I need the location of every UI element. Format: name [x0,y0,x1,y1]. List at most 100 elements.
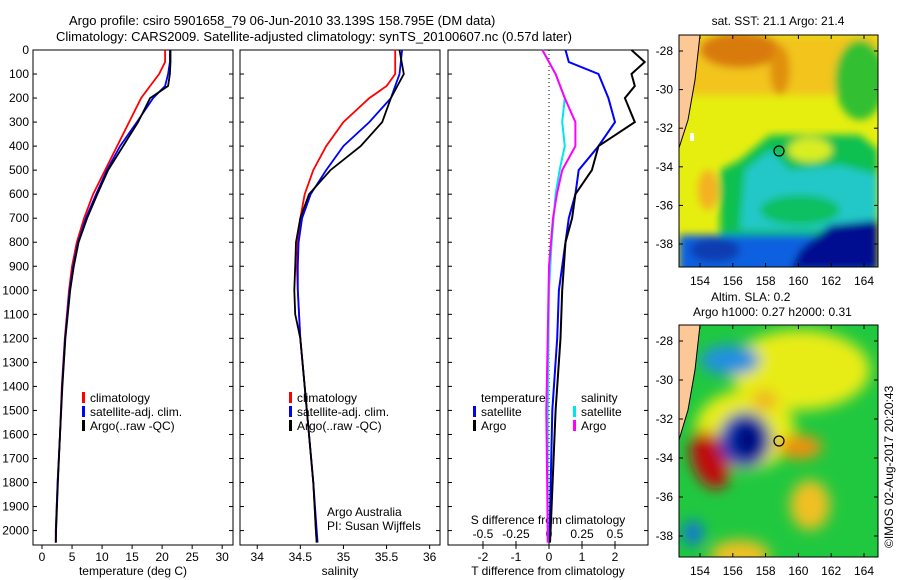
legend-label: Argo(..raw -QC) [297,419,382,433]
x2-tick-label: 0.5 [607,527,624,541]
sla-map-title-1: Altim. SLA: 0.2 [711,290,791,304]
x-axis-label: T difference from climatology [471,564,625,578]
y-tick-label: 1200 [2,331,29,345]
y-tick-label: 1900 [2,500,29,514]
x-tick-label: -2 [478,550,489,564]
lon-tick-label: 164 [854,274,874,288]
y-tick-label: 800 [9,235,29,249]
lat-tick-label: -30 [656,373,674,387]
x-tick-label: 0 [546,550,553,564]
legend-label: Argo [581,419,607,433]
lat-tick-label: -28 [656,44,674,58]
lon-tick-label: 164 [854,564,874,578]
x2-tick-label: 0.25 [570,527,594,541]
y-tick-label: 0 [22,43,29,57]
y-tick-label: 1300 [2,355,29,369]
legend-swatch [573,406,576,417]
legend-label: satellite [581,405,622,419]
y-tick-label: 900 [9,259,29,273]
series-line-t-argo [549,49,647,543]
imos-credit: ©IMOS 02-Aug-2017 20:20:43 [882,385,896,548]
sla-map [679,325,878,557]
lon-tick-label: 160 [788,274,808,288]
y-tick-label: 1100 [3,307,29,321]
y-tick-label: 1000 [2,283,29,297]
x2-tick-label: -0.25 [502,527,530,541]
lon-tick-label: 154 [690,274,710,288]
y-tick-label: 1600 [2,427,29,441]
lon-tick-label: 156 [723,564,743,578]
legend-swatch [82,420,85,431]
x-tick-label: 5 [69,550,76,564]
x-tick-label: 34 [251,550,265,564]
x2-tick-label: -0.5 [473,527,494,541]
lon-tick-label: 160 [788,564,808,578]
y-tick-label: 500 [9,163,29,177]
lat-tick-label: -38 [656,529,674,543]
lat-tick-label: -32 [656,412,674,426]
panel-3: -2 -1 0 1 2T difference from climatology -0.5… [447,49,649,578]
legend-label: satellite-adj. clim. [297,405,389,419]
annotation-line: Argo Australia [327,505,402,519]
y-tick-label: 600 [9,187,29,201]
y-tick-label: 300 [9,115,29,129]
series-line-argo-raw-qc- [54,50,172,543]
y-tick-label: 1400 [2,379,29,393]
plot-frame [239,49,441,546]
y-tick-label: 1800 [2,476,29,490]
y-tick-label: 2000 [2,524,29,538]
legend-label: Argo(..raw -QC) [90,419,175,433]
x-tick-label: 20 [155,550,169,564]
legend-label: climatology [90,391,150,405]
series-line-argo-raw-qc- [293,49,405,543]
legend-swatch [82,406,85,417]
legend-swatch [289,392,292,403]
series-line-s-argo [541,49,577,543]
x-tick-label: 35.5 [375,550,399,564]
lon-tick-label: 154 [690,564,710,578]
argo-location-marker [773,435,785,447]
sst-map [679,35,878,267]
lat-tick-label: -38 [656,237,674,251]
x-tick-label: 2 [612,550,619,564]
lat-tick-label: -30 [656,83,674,97]
lon-tick-label: 162 [821,274,841,288]
lon-tick-label: 156 [723,274,743,288]
lon-tick-label: 158 [756,274,776,288]
x-tick-label: 35 [337,550,351,564]
legend-label: satellite [481,405,522,419]
x-tick-label: 25 [185,550,199,564]
sla-map-frame [678,324,879,558]
legend-swatch [289,406,292,417]
legend-swatch [473,406,476,417]
x-tick-label: 0 [39,550,46,564]
x-tick-label: -1 [511,550,522,564]
lon-tick-label: 162 [821,564,841,578]
y-tick-label: 1500 [2,403,29,417]
x-tick-label: 1 [579,550,586,564]
legend-header-temperature: temperature [481,391,546,405]
x-tick-label: 10 [95,550,109,564]
y-tick-label: 100 [9,67,29,81]
lat-tick-label: -28 [656,334,674,348]
panel-1: 0100200300400500600700800900100011001200… [2,43,234,578]
legend-swatch [473,420,476,431]
x-tick-label: 15 [125,550,139,564]
sst-map-title: sat. SST: 21.1 Argo: 21.4 [712,14,845,28]
y-tick-label: 700 [9,211,29,225]
legend-swatch [289,420,292,431]
plot-frame [32,49,234,546]
sla-map-title-2: Argo h1000: 0.27 h2000: 0.31 [693,305,852,319]
legend-swatch [573,420,576,431]
lat-tick-label: -36 [656,198,674,212]
lon-tick-label: 158 [756,564,776,578]
lat-tick-label: -36 [656,490,674,504]
x-axis-label: temperature (deg C) [79,564,187,578]
y-tick-label: 1700 [2,451,29,465]
argo-location-marker [773,145,785,157]
legend-swatch [82,392,85,403]
x-tick-label: 30 [216,550,230,564]
lat-tick-label: -34 [656,451,674,465]
